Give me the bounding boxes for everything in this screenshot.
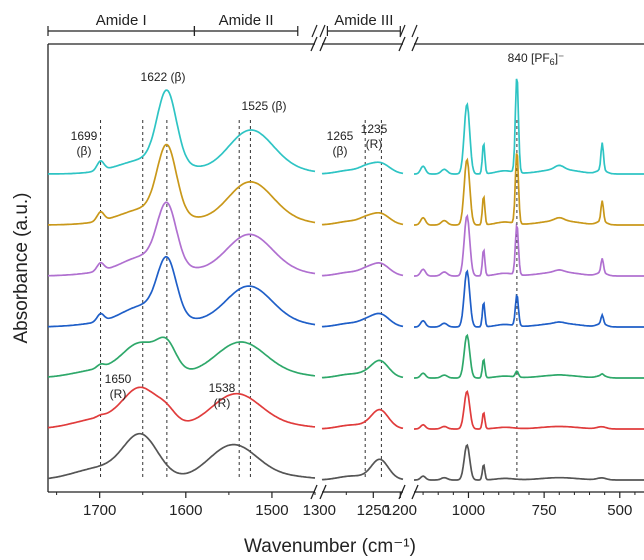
peak-label-value: 1525 (β) xyxy=(242,99,287,113)
region-break-1b xyxy=(411,24,418,38)
axis-break-1-0a xyxy=(398,36,406,52)
region-label: Amide III xyxy=(334,12,393,29)
axis-break-0-1a xyxy=(310,484,318,500)
x-tick-label: 500 xyxy=(607,502,632,519)
plot-frame xyxy=(47,36,644,500)
peak-annotations: 1699(β)1622 (β)1525 (β)1265(β)1235(R)840… xyxy=(71,51,565,410)
series-line xyxy=(321,161,404,175)
peak-label-value: 840 [PF xyxy=(508,51,550,65)
peak-label: 1650 xyxy=(105,372,132,386)
peak-label: 1525 (β) xyxy=(242,99,287,113)
peak-label: 840 [PF6]⁻ xyxy=(508,51,565,67)
peak-label-assignment: (β) xyxy=(77,144,92,158)
series-line xyxy=(414,78,644,175)
region-break-0a xyxy=(311,24,318,38)
peak-label: 1622 (β) xyxy=(141,70,186,84)
axis-break-0-0a xyxy=(310,36,318,52)
series-line xyxy=(321,312,404,328)
series-line xyxy=(414,443,644,481)
series-line xyxy=(47,336,316,378)
axis-break-1-1b xyxy=(411,484,419,500)
y-axis-title: Absorbance (a.u.) xyxy=(11,192,32,343)
series-line xyxy=(321,211,404,226)
series-line xyxy=(414,390,644,430)
x-tick-label: 1500 xyxy=(255,502,288,519)
series-line xyxy=(48,255,316,328)
series-line xyxy=(48,143,316,226)
axis-break-0-0b xyxy=(319,36,327,52)
peak-label-value: 1538 xyxy=(209,381,236,395)
series-line xyxy=(321,458,404,481)
peak-label-value: 1622 (β) xyxy=(141,70,186,84)
series-line xyxy=(414,269,644,328)
series-line xyxy=(414,213,644,277)
peak-label-value: 1235 xyxy=(361,122,388,136)
axis-break-1-0b xyxy=(411,36,419,52)
peak-label-value: 1265 xyxy=(327,129,354,143)
peak-label-assignment: (R) xyxy=(366,137,383,151)
series-line xyxy=(47,89,316,175)
series-line xyxy=(47,386,316,429)
peak-label-assignment: (R) xyxy=(214,396,231,410)
series-line xyxy=(414,333,644,379)
peak-label-assignment: (β) xyxy=(333,144,348,158)
spectra-series xyxy=(47,78,644,481)
x-tick-label: 1000 xyxy=(452,502,485,519)
peak-label-value: 1650 xyxy=(105,372,132,386)
region-label: Amide I xyxy=(96,12,147,29)
peak-label-value: 1699 xyxy=(71,129,98,143)
region-break-0b xyxy=(319,24,326,38)
x-axis-title: Wavenumber (cm⁻¹) xyxy=(244,536,416,557)
series-line xyxy=(321,408,404,430)
x-tick-label: 750 xyxy=(532,502,557,519)
region-break-1a xyxy=(399,24,406,38)
x-tick-label: 1600 xyxy=(169,502,202,519)
peak-label-subscript: 6 xyxy=(550,57,555,67)
amide-region-labels: Amide I Amide II Amide III xyxy=(47,12,418,38)
peak-label: 1235 xyxy=(361,122,388,136)
x-tick-label: 1300 xyxy=(303,502,336,519)
series-line xyxy=(47,432,316,480)
peak-label: 1265 xyxy=(327,129,354,143)
series-line xyxy=(321,359,404,379)
x-tick-label: 1700 xyxy=(83,502,116,519)
series-line xyxy=(414,153,644,226)
peak-label: 1699 xyxy=(71,129,98,143)
region-label: Amide II xyxy=(219,12,274,29)
x-tick-label: 1200 xyxy=(384,502,417,519)
peak-label-assignment: (R) xyxy=(110,387,127,401)
peak-label-superscript: ]⁻ xyxy=(555,51,565,65)
series-line xyxy=(321,262,404,277)
x-tick-label: 1250 xyxy=(357,502,390,519)
axis-break-0-1b xyxy=(319,484,327,500)
series-line xyxy=(48,201,316,277)
peak-label: 1538 xyxy=(209,381,236,395)
